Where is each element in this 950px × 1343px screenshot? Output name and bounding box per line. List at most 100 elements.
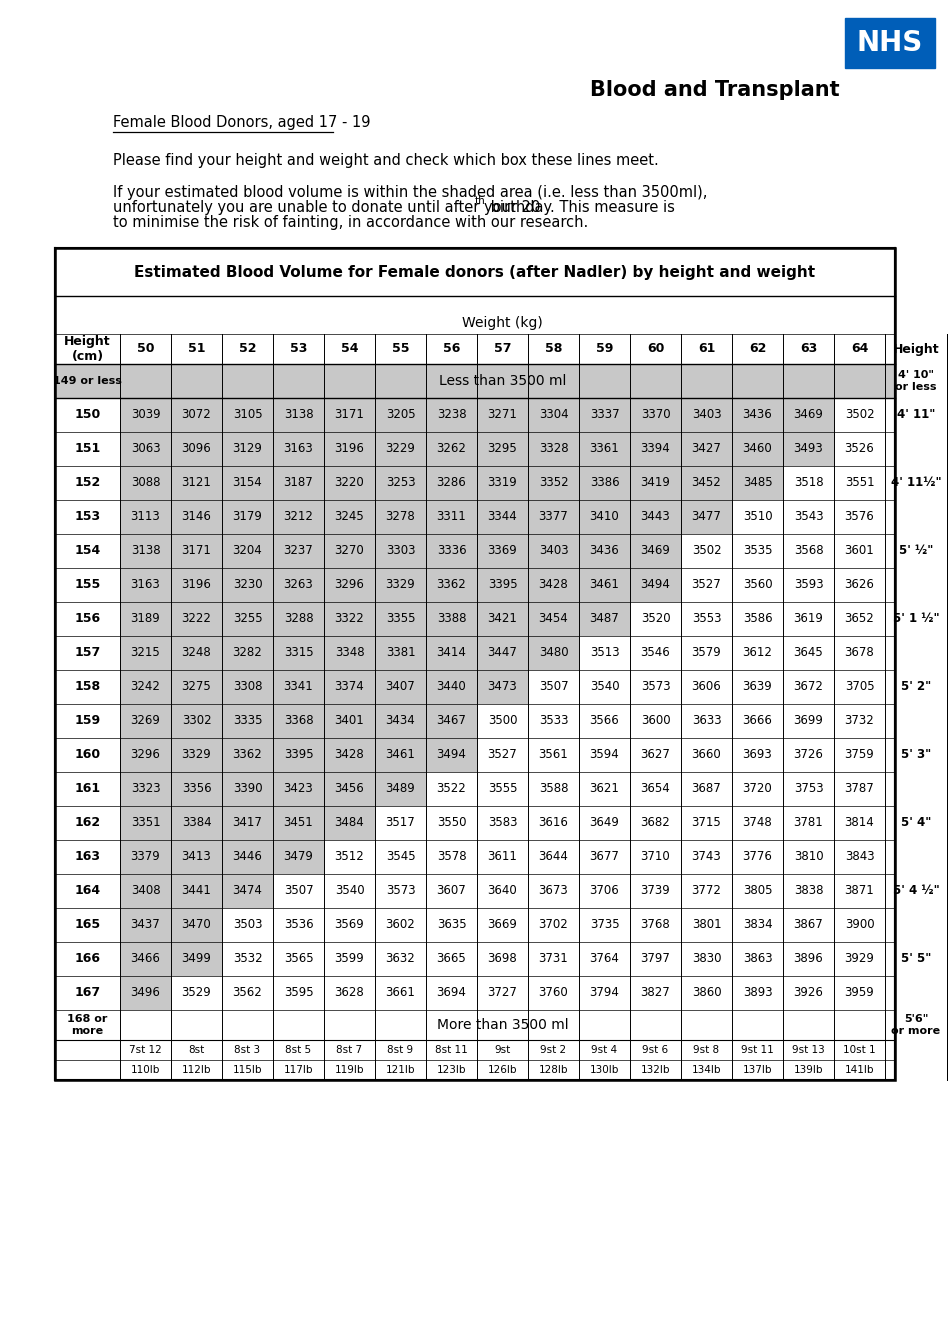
- Text: 3532: 3532: [233, 952, 262, 966]
- Bar: [528, 568, 579, 602]
- Text: 3146: 3146: [181, 510, 212, 524]
- Text: th: th: [475, 196, 485, 205]
- Text: 3446: 3446: [233, 850, 262, 864]
- Text: 3768: 3768: [640, 919, 671, 932]
- Text: 3362: 3362: [233, 748, 262, 761]
- Bar: [55, 248, 895, 1080]
- Text: 3335: 3335: [233, 714, 262, 728]
- Bar: [171, 568, 222, 602]
- Text: 3072: 3072: [181, 408, 211, 422]
- Text: 58: 58: [544, 342, 562, 356]
- Bar: [477, 535, 528, 568]
- Bar: [630, 466, 681, 500]
- Text: Please find your height and weight and check which box these lines meet.: Please find your height and weight and c…: [113, 153, 658, 168]
- Text: 3550: 3550: [437, 817, 466, 830]
- Text: 3702: 3702: [539, 919, 568, 932]
- Text: 3595: 3595: [284, 987, 314, 999]
- Text: 3578: 3578: [437, 850, 466, 864]
- Bar: [171, 535, 222, 568]
- Text: 3543: 3543: [793, 510, 824, 524]
- Text: 5' 2": 5' 2": [901, 681, 931, 693]
- Text: 3644: 3644: [539, 850, 568, 864]
- Text: 3699: 3699: [793, 714, 824, 728]
- Bar: [120, 874, 171, 908]
- Text: 3403: 3403: [692, 408, 721, 422]
- Bar: [324, 432, 375, 466]
- Text: 3926: 3926: [793, 987, 824, 999]
- Text: 3706: 3706: [590, 885, 619, 897]
- Bar: [477, 432, 528, 466]
- Text: 3527: 3527: [692, 579, 721, 591]
- Text: 168 or
more: 168 or more: [67, 1014, 107, 1035]
- Text: 3494: 3494: [437, 748, 466, 761]
- Bar: [324, 466, 375, 500]
- Text: 3337: 3337: [590, 408, 619, 422]
- Text: 3336: 3336: [437, 544, 466, 557]
- Text: 3163: 3163: [130, 579, 161, 591]
- Text: 3639: 3639: [743, 681, 772, 693]
- Bar: [171, 670, 222, 704]
- Text: 52: 52: [238, 342, 256, 356]
- Text: 3105: 3105: [233, 408, 262, 422]
- Text: 3682: 3682: [640, 817, 671, 830]
- Text: 156: 156: [74, 612, 101, 626]
- Text: 3896: 3896: [793, 952, 824, 966]
- Bar: [630, 432, 681, 466]
- Text: 3222: 3222: [181, 612, 212, 626]
- Bar: [120, 500, 171, 535]
- Text: 3179: 3179: [233, 510, 262, 524]
- Text: 3599: 3599: [334, 952, 365, 966]
- Text: 3467: 3467: [437, 714, 466, 728]
- Text: 3522: 3522: [437, 783, 466, 795]
- Text: 3189: 3189: [130, 612, 161, 626]
- Bar: [273, 839, 324, 874]
- Text: 119lb: 119lb: [334, 1065, 364, 1074]
- Text: 3507: 3507: [284, 885, 314, 897]
- Bar: [273, 398, 324, 432]
- Bar: [426, 637, 477, 670]
- Text: 3863: 3863: [743, 952, 772, 966]
- Text: 4' 10"
or less: 4' 10" or less: [895, 371, 937, 392]
- Text: 3461: 3461: [590, 579, 619, 591]
- Text: 141lb: 141lb: [845, 1065, 874, 1074]
- Bar: [120, 839, 171, 874]
- Text: 3540: 3540: [590, 681, 619, 693]
- Text: 3423: 3423: [284, 783, 314, 795]
- Text: 3356: 3356: [181, 783, 211, 795]
- Text: 3693: 3693: [743, 748, 772, 761]
- Text: 3652: 3652: [845, 612, 874, 626]
- Bar: [120, 976, 171, 1010]
- Bar: [273, 637, 324, 670]
- Bar: [222, 739, 273, 772]
- Text: 3436: 3436: [743, 408, 772, 422]
- Bar: [528, 432, 579, 466]
- Text: 3436: 3436: [590, 544, 619, 557]
- Text: 9st 4: 9st 4: [592, 1045, 618, 1056]
- Text: 3710: 3710: [640, 850, 671, 864]
- Text: 3705: 3705: [845, 681, 874, 693]
- Text: 3632: 3632: [386, 952, 415, 966]
- Text: 3275: 3275: [181, 681, 211, 693]
- Text: 5' 5": 5' 5": [901, 952, 931, 966]
- Text: 3295: 3295: [487, 442, 518, 455]
- Bar: [375, 602, 426, 637]
- Bar: [477, 500, 528, 535]
- Text: 3551: 3551: [845, 477, 874, 489]
- Text: 151: 151: [74, 442, 101, 455]
- Text: 3413: 3413: [181, 850, 211, 864]
- Text: Female Blood Donors, aged 17 - 19: Female Blood Donors, aged 17 - 19: [113, 115, 371, 130]
- Text: 3764: 3764: [590, 952, 619, 966]
- Text: 3698: 3698: [487, 952, 518, 966]
- Text: 3473: 3473: [487, 681, 518, 693]
- Bar: [324, 602, 375, 637]
- Text: 5' ½": 5' ½": [899, 544, 933, 557]
- Text: 3731: 3731: [539, 952, 568, 966]
- Text: 3781: 3781: [793, 817, 824, 830]
- Bar: [171, 739, 222, 772]
- Text: 4' 11": 4' 11": [897, 408, 935, 422]
- Text: 3451: 3451: [284, 817, 314, 830]
- Bar: [426, 602, 477, 637]
- Bar: [222, 568, 273, 602]
- Text: 3871: 3871: [845, 885, 874, 897]
- Text: 3510: 3510: [743, 510, 772, 524]
